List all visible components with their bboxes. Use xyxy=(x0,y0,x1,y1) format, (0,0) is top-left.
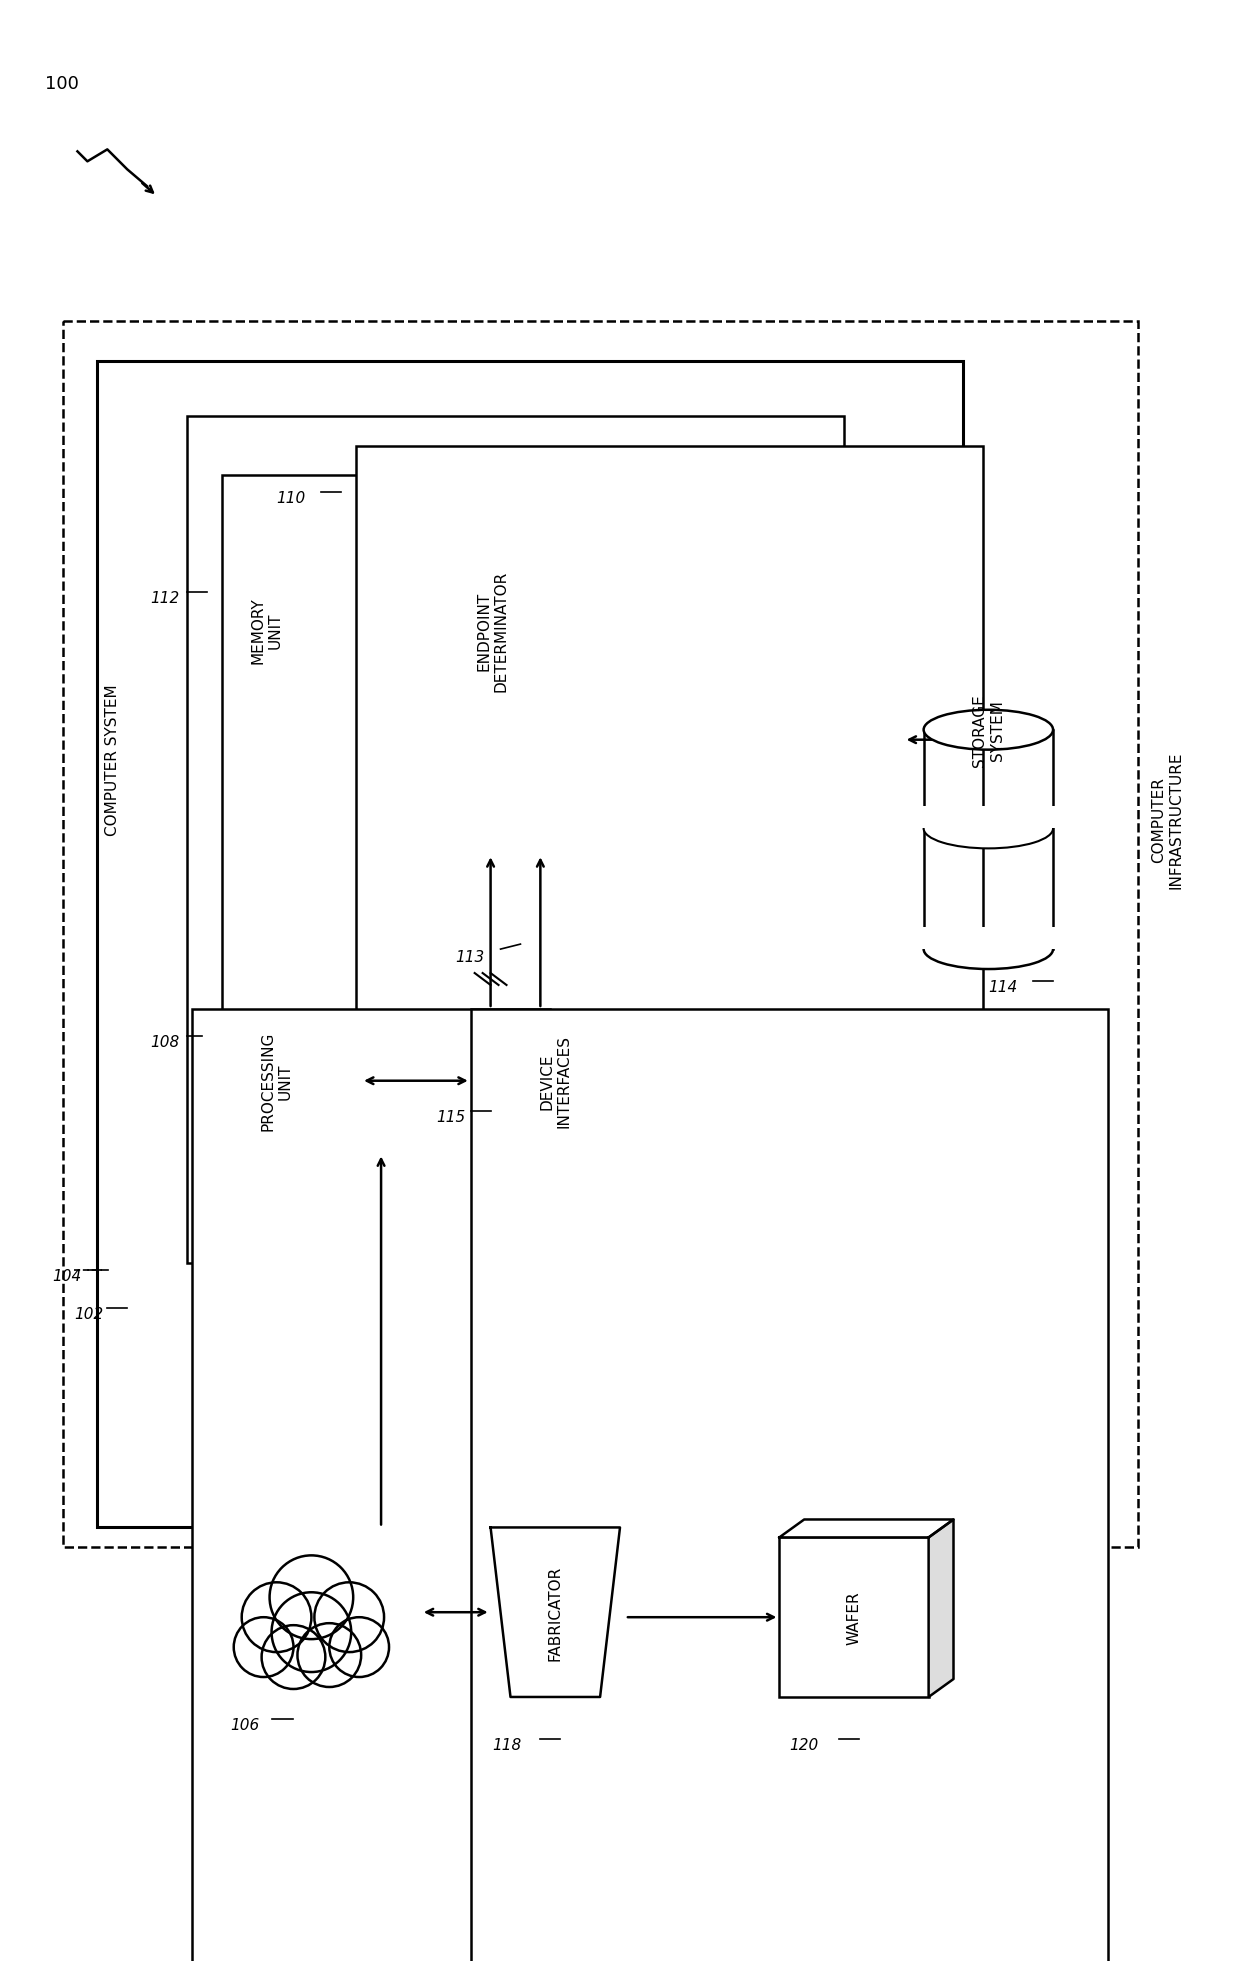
Text: STORAGE
SYSTEM: STORAGE SYSTEM xyxy=(972,693,1004,766)
Bar xyxy=(187,416,844,1263)
Text: 110: 110 xyxy=(277,491,306,507)
Text: 106: 106 xyxy=(229,1717,259,1732)
Polygon shape xyxy=(929,1520,954,1697)
Circle shape xyxy=(242,1583,311,1652)
Text: 118: 118 xyxy=(492,1736,522,1752)
Bar xyxy=(779,1538,929,1697)
Bar xyxy=(98,361,963,1528)
Circle shape xyxy=(262,1626,325,1689)
Text: 114: 114 xyxy=(988,980,1018,994)
Polygon shape xyxy=(491,1528,620,1697)
Text: COMPUTER
INFRASTRUCTURE: COMPUTER INFRASTRUCTURE xyxy=(1151,752,1184,890)
Text: 120: 120 xyxy=(789,1736,818,1752)
Text: ENDPOINT
DETERMINATOR: ENDPOINT DETERMINATOR xyxy=(476,570,508,691)
Ellipse shape xyxy=(924,809,1053,848)
Polygon shape xyxy=(779,1520,954,1538)
Bar xyxy=(921,807,1055,829)
Text: FABRICATOR: FABRICATOR xyxy=(548,1565,563,1660)
Circle shape xyxy=(330,1618,389,1677)
Text: WAFER: WAFER xyxy=(847,1591,862,1644)
Bar xyxy=(222,475,531,1263)
Circle shape xyxy=(315,1583,384,1652)
Circle shape xyxy=(298,1624,361,1687)
Text: 108: 108 xyxy=(150,1035,180,1049)
Bar xyxy=(471,1009,1107,1964)
Bar xyxy=(62,322,1137,1548)
Text: 102: 102 xyxy=(74,1306,104,1322)
Text: MEMORY
UNIT: MEMORY UNIT xyxy=(250,597,283,664)
Text: 113: 113 xyxy=(456,951,485,964)
Bar xyxy=(192,1009,551,1964)
Text: PROCESSING
UNIT: PROCESSING UNIT xyxy=(260,1031,293,1131)
Text: 112: 112 xyxy=(150,591,180,605)
Text: COMPUTER SYSTEM: COMPUTER SYSTEM xyxy=(105,685,120,837)
Ellipse shape xyxy=(924,711,1053,750)
Circle shape xyxy=(269,1555,353,1640)
Text: DEVICE
INTERFACES: DEVICE INTERFACES xyxy=(539,1035,572,1127)
Circle shape xyxy=(272,1593,351,1671)
Text: 115: 115 xyxy=(435,1110,465,1123)
Bar xyxy=(921,927,1055,951)
Circle shape xyxy=(233,1618,294,1677)
Text: 100: 100 xyxy=(45,75,78,92)
Text: 104: 104 xyxy=(52,1269,82,1284)
Ellipse shape xyxy=(924,929,1053,970)
Bar xyxy=(356,446,983,1263)
